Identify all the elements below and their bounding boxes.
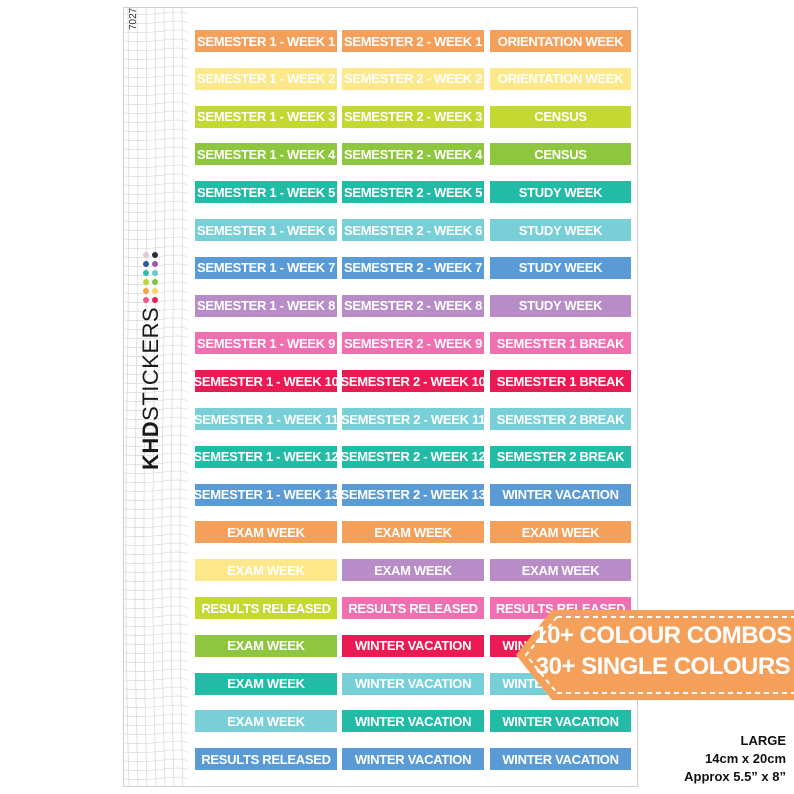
sticker-3-12: SEMESTER 2 BREAK <box>490 445 631 468</box>
sticker-1-20: RESULTS RELEASED <box>195 748 337 771</box>
brand-dot <box>152 296 158 303</box>
sticker-3-14: EXAM WEEK <box>490 521 631 544</box>
sticker-2-3: SEMESTER 2 - WEEK 3 <box>342 105 484 128</box>
sticker-2-11: SEMESTER 2 - WEEK 11 <box>342 408 484 430</box>
sticker-3-15: EXAM WEEK <box>490 559 631 582</box>
brand-dot <box>143 251 149 258</box>
brand-dot <box>152 251 158 258</box>
sticker-1-5: SEMESTER 1 - WEEK 5 <box>195 181 337 204</box>
sticker-1-3: SEMESTER 1 - WEEK 3 <box>195 105 337 128</box>
badge-line-2: 30+ SINGLE COLOURS <box>535 653 791 680</box>
sticker-3-3: CENSUS <box>490 105 631 128</box>
brand-dot <box>152 287 158 294</box>
sticker-1-15: EXAM WEEK <box>195 559 337 582</box>
sticker-1-19: EXAM WEEK <box>195 710 337 733</box>
sticker-2-12: SEMESTER 2 - WEEK 12 <box>342 445 484 468</box>
sticker-1-4: SEMESTER 1 - WEEK 4 <box>195 143 337 166</box>
sticker-3-1: ORIENTATION WEEK <box>490 30 631 52</box>
brand-logo: KHDSTICKERS <box>138 251 164 470</box>
sticker-1-1: SEMESTER 1 - WEEK 1 <box>195 30 337 52</box>
sticker-1-11: SEMESTER 1 - WEEK 11 <box>195 408 337 430</box>
sticker-2-6: SEMESTER 2 - WEEK 6 <box>342 219 484 241</box>
sticker-3-8: STUDY WEEK <box>490 294 631 317</box>
brand-bold: KHD <box>138 420 163 470</box>
sticker-1-6: SEMESTER 1 - WEEK 6 <box>195 219 337 241</box>
sticker-3-6: STUDY WEEK <box>490 219 631 241</box>
brand-dot <box>143 260 149 267</box>
sticker-2-10: SEMESTER 2 - WEEK 10 <box>342 370 484 393</box>
sticker-3-13: WINTER VACATION <box>490 483 631 506</box>
sticker-1-13: SEMESTER 1 - WEEK 13 <box>195 483 337 506</box>
sticker-1-17: EXAM WEEK <box>195 634 337 657</box>
brand-dot <box>143 269 149 276</box>
size-imperial: Approx 5.5” x 8” <box>684 769 786 784</box>
sticker-2-4: SEMESTER 2 - WEEK 4 <box>342 143 484 166</box>
sticker-3-10: SEMESTER 1 BREAK <box>490 370 631 393</box>
brand-dot <box>143 287 149 294</box>
sticker-3-9: SEMESTER 1 BREAK <box>490 332 631 355</box>
sticker-2-7: SEMESTER 2 - WEEK 7 <box>342 256 484 279</box>
brand-wordmark: KHDSTICKERS <box>138 307 164 470</box>
sticker-2-13: SEMESTER 2 - WEEK 13 <box>342 483 484 506</box>
sticker-2-15: EXAM WEEK <box>342 559 484 582</box>
sticker-3-20: WINTER VACATION <box>490 748 631 771</box>
sticker-2-19: WINTER VACATION <box>342 710 484 733</box>
brand-dot <box>152 269 158 276</box>
badge-line-1: 10+ COLOUR COMBOS <box>534 622 792 649</box>
sticker-2-16: RESULTS RELEASED <box>342 597 484 619</box>
badge-tag-shape <box>516 610 794 700</box>
sticker-3-7: STUDY WEEK <box>490 256 631 279</box>
sticker-2-14: EXAM WEEK <box>342 521 484 544</box>
sticker-1-12: SEMESTER 1 - WEEK 12 <box>195 445 337 468</box>
size-label: LARGE <box>740 733 787 748</box>
sticker-3-2: ORIENTATION WEEK <box>490 67 631 90</box>
sticker-1-9: SEMESTER 1 - WEEK 9 <box>195 332 337 355</box>
brand-dot <box>143 296 149 303</box>
sticker-2-9: SEMESTER 2 - WEEK 9 <box>342 332 484 355</box>
sticker-3-11: SEMESTER 2 BREAK <box>490 408 631 430</box>
brand-dot <box>152 260 158 267</box>
size-info: LARGE 14cm x 20cm Approx 5.5” x 8” <box>684 732 786 786</box>
sticker-3-5: STUDY WEEK <box>490 181 631 204</box>
grid-pattern <box>124 8 188 786</box>
sheet-id: 7027 <box>128 7 139 30</box>
sticker-1-14: EXAM WEEK <box>195 521 337 544</box>
sticker-1-18: EXAM WEEK <box>195 672 337 695</box>
sticker-3-4: CENSUS <box>490 143 631 166</box>
sticker-2-20: WINTER VACATION <box>342 748 484 771</box>
size-metric: 14cm x 20cm <box>705 751 786 766</box>
sticker-2-1: SEMESTER 2 - WEEK 1 <box>342 30 484 52</box>
colour-combos-badge: 10+ COLOUR COMBOS 30+ SINGLE COLOURS <box>512 606 794 704</box>
sticker-2-17: WINTER VACATION <box>342 634 484 657</box>
sticker-1-10: SEMESTER 1 - WEEK 10 <box>195 370 337 393</box>
sticker-2-2: SEMESTER 2 - WEEK 2 <box>342 67 484 90</box>
sticker-1-7: SEMESTER 1 - WEEK 7 <box>195 256 337 279</box>
brand-dot <box>143 278 149 285</box>
sticker-1-16: RESULTS RELEASED <box>195 597 337 619</box>
sticker-1-8: SEMESTER 1 - WEEK 8 <box>195 294 337 317</box>
sticker-1-2: SEMESTER 1 - WEEK 2 <box>195 67 337 90</box>
sticker-2-18: WINTER VACATION <box>342 672 484 695</box>
brand-dots <box>143 251 159 303</box>
sticker-2-8: SEMESTER 2 - WEEK 8 <box>342 294 484 317</box>
brand-light: STICKERS <box>138 306 163 421</box>
sticker-3-19: WINTER VACATION <box>490 710 631 733</box>
brand-dot <box>152 278 158 285</box>
sticker-2-5: SEMESTER 2 - WEEK 5 <box>342 181 484 204</box>
